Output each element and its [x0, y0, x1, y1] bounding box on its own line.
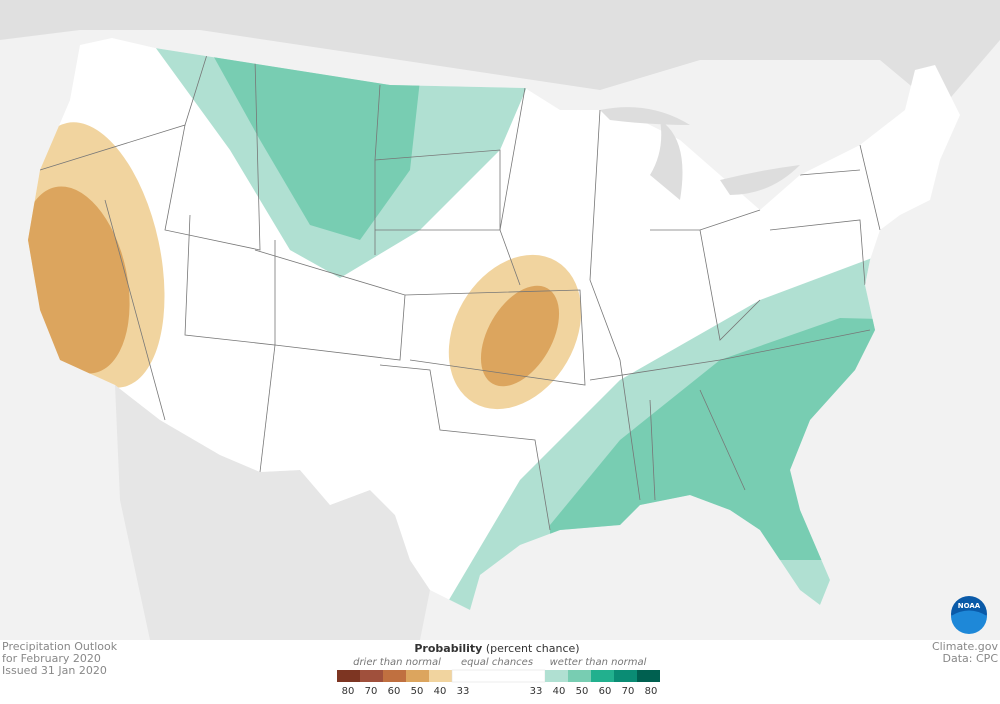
legend-swatch: [545, 670, 568, 682]
legend-label: 40: [553, 686, 566, 697]
legend-swatch: [568, 670, 591, 682]
mexico: [115, 385, 430, 640]
legend-label: 50: [411, 686, 424, 697]
caption-issued: Issued 31 Jan 2020: [2, 664, 107, 677]
legend-label: 33: [530, 686, 543, 697]
legend-equal: equal chances: [461, 657, 533, 668]
legend-swatch: [451, 669, 546, 683]
legend-label: 40: [434, 686, 447, 697]
canada: [0, 0, 1000, 110]
logo-text: NOAA: [958, 602, 981, 610]
legend-swatch: [406, 670, 429, 682]
credit-source: Data: CPC: [943, 652, 999, 665]
legend-label: 70: [365, 686, 378, 697]
legend-drier: drier than normal: [353, 657, 441, 668]
legend-swatch: [360, 670, 383, 682]
credit-site: Climate.gov: [932, 640, 999, 653]
legend-label: 50: [576, 686, 589, 697]
legend-swatch: [429, 670, 452, 682]
legend-swatch: [337, 670, 360, 682]
legend-swatch: [591, 670, 614, 682]
legend-label: 60: [599, 686, 612, 697]
caption-period: for February 2020: [2, 652, 101, 665]
dry-core-west: [28, 186, 130, 374]
dry-core-midwest: [480, 285, 560, 387]
legend-swatch: [614, 670, 637, 682]
great-lakes: [600, 107, 800, 200]
legend-label: 33: [457, 686, 470, 697]
logo-wave: [951, 610, 987, 634]
legend-label: 70: [622, 686, 635, 697]
legend: 80 70 60 50 40 33 33 40 50 60 70 80: [337, 669, 660, 697]
legend-wetter: wetter than normal: [550, 657, 647, 668]
legend-label: 80: [645, 686, 658, 697]
state-lines: [39, 44, 881, 531]
legend-title: Probability (percent chance): [414, 642, 579, 655]
legend-swatch: [637, 670, 660, 682]
legend-label: 80: [342, 686, 355, 697]
wet-core-north: [210, 50, 420, 240]
legend-note: (percent chance): [486, 642, 580, 655]
legend-label: 60: [388, 686, 401, 697]
legend-swatch: [383, 670, 406, 682]
legend-title-main: Probability: [414, 642, 482, 655]
caption-title: Precipitation Outlook: [2, 640, 118, 653]
